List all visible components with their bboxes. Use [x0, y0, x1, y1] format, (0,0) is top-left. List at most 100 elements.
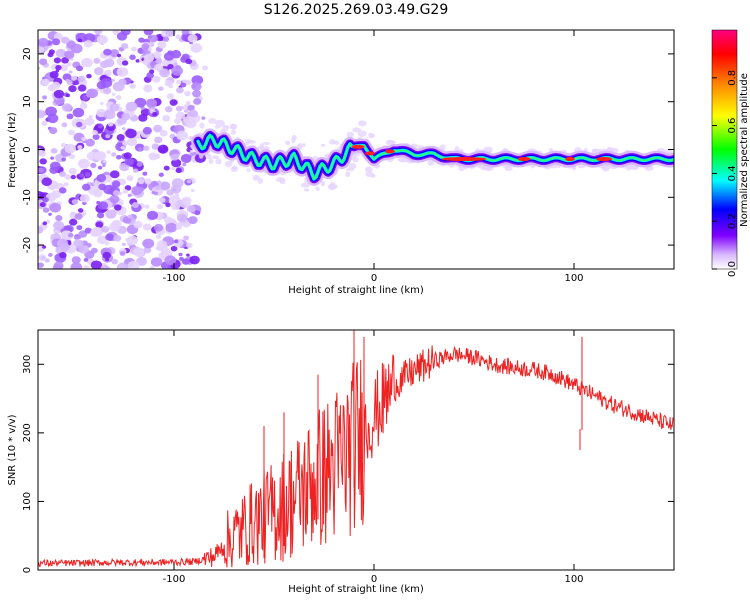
- noise-speckle: [171, 158, 182, 168]
- noise-speckle: [86, 73, 92, 79]
- noise-speckle: [38, 150, 47, 157]
- noise-speckle: [171, 166, 175, 171]
- noise-speckle: [61, 57, 69, 64]
- noise-speckle: [66, 62, 72, 67]
- noise-speckle: [116, 31, 128, 41]
- colorbar-tick-label: 0.6: [727, 118, 738, 134]
- noise-speckle: [111, 180, 121, 188]
- noise-speckle: [121, 43, 129, 50]
- noise-speckle: [142, 223, 152, 231]
- ridge-scatter: [365, 166, 373, 173]
- ridge-peak: [596, 157, 612, 162]
- noise-speckle: [93, 67, 104, 76]
- noise-speckle: [179, 256, 184, 261]
- ridge-scatter: [246, 168, 251, 172]
- noise-speckle: [180, 153, 192, 163]
- noise-speckle: [96, 235, 108, 245]
- noise-speckle: [153, 223, 164, 232]
- noise-speckle: [153, 51, 162, 59]
- ridge-scatter: [208, 118, 217, 124]
- noise-speckle: [94, 151, 107, 161]
- noise-speckle: [41, 78, 50, 86]
- noise-speckle: [49, 71, 59, 79]
- noise-speckle: [155, 234, 162, 239]
- noise-speckle: [80, 160, 86, 165]
- noise-speckle: [49, 127, 58, 134]
- ridge-peak: [365, 151, 375, 156]
- ridge-scatter: [348, 163, 357, 170]
- noise-speckle: [190, 43, 203, 53]
- noise-speckle: [174, 193, 180, 197]
- noise-speckle: [156, 204, 164, 210]
- noise-speckle: [51, 38, 61, 46]
- noise-speckle: [48, 212, 52, 216]
- noise-speckle: [77, 145, 83, 150]
- noise-speckle: [79, 102, 88, 110]
- noise-speckle: [70, 43, 83, 54]
- ridge-scatter: [627, 164, 634, 170]
- noise-speckle: [50, 156, 55, 160]
- noise-speckle: [183, 108, 189, 113]
- noise-speckle: [137, 178, 145, 185]
- noise-speckle: [77, 208, 84, 213]
- noise-speckle: [74, 213, 83, 220]
- noise-speckle: [42, 207, 50, 213]
- noise-speckle: [98, 124, 103, 129]
- noise-speckle: [119, 251, 126, 256]
- ridge-scatter: [387, 140, 396, 145]
- noise-speckle: [165, 30, 176, 37]
- noise-speckle: [41, 177, 52, 187]
- noise-speckle: [96, 34, 108, 45]
- noise-speckle: [134, 97, 147, 108]
- noise-speckle: [90, 247, 98, 254]
- noise-speckle: [189, 255, 200, 265]
- noise-speckle: [64, 143, 77, 154]
- y-tick-label: 10: [22, 95, 33, 108]
- ridge-scatter: [230, 166, 238, 172]
- noise-speckle: [144, 178, 152, 185]
- noise-speckle: [135, 59, 140, 63]
- noise-speckle: [142, 171, 148, 176]
- noise-speckle: [75, 65, 84, 72]
- ridge-scatter: [199, 122, 205, 129]
- noise-speckle: [77, 38, 83, 43]
- ridge-peak: [441, 157, 487, 162]
- noise-speckle: [62, 73, 72, 81]
- noise-speckle: [106, 150, 111, 155]
- noise-speckle: [111, 78, 115, 82]
- noise-speckle: [194, 210, 201, 216]
- x-tick-label: 100: [564, 574, 583, 585]
- colorbar-tick-label: 0.0: [727, 261, 738, 277]
- noise-speckle: [164, 255, 177, 266]
- noise-speckle: [162, 114, 171, 122]
- noise-speckle: [63, 182, 69, 187]
- noise-speckle: [186, 100, 191, 105]
- ridge-peak: [565, 157, 575, 162]
- ridge-scatter: [245, 141, 250, 146]
- noise-speckle: [38, 262, 44, 268]
- noise-speckle: [93, 57, 101, 64]
- spectrogram-y-label: Frequency (Hz): [7, 112, 18, 188]
- noise-speckle: [158, 86, 164, 91]
- noise-speckle: [127, 214, 133, 219]
- ridge-peak: [351, 144, 365, 149]
- noise-speckle: [133, 220, 143, 229]
- colorbar-ticks: 0.0 0.2 0.4 0.6 0.8: [712, 70, 738, 277]
- noise-speckle: [121, 127, 126, 131]
- noise-speckle: [92, 189, 103, 198]
- noise-speckle: [173, 118, 181, 124]
- noise-speckle: [38, 167, 45, 173]
- noise-speckle: [175, 167, 182, 174]
- noise-speckle: [150, 257, 163, 267]
- noise-speckle: [152, 111, 158, 117]
- ridge-scatter: [229, 123, 238, 130]
- x-tick-label: 0: [371, 574, 377, 585]
- noise-speckle: [173, 62, 178, 66]
- noise-speckle: [143, 84, 153, 93]
- noise-speckle: [117, 53, 122, 58]
- noise-speckle: [68, 85, 77, 93]
- noise-speckle: [69, 218, 78, 226]
- noise-speckle: [109, 195, 120, 204]
- ridge-scatter: [346, 131, 355, 138]
- snr-y-label: SNR (10 * v/v): [7, 414, 18, 485]
